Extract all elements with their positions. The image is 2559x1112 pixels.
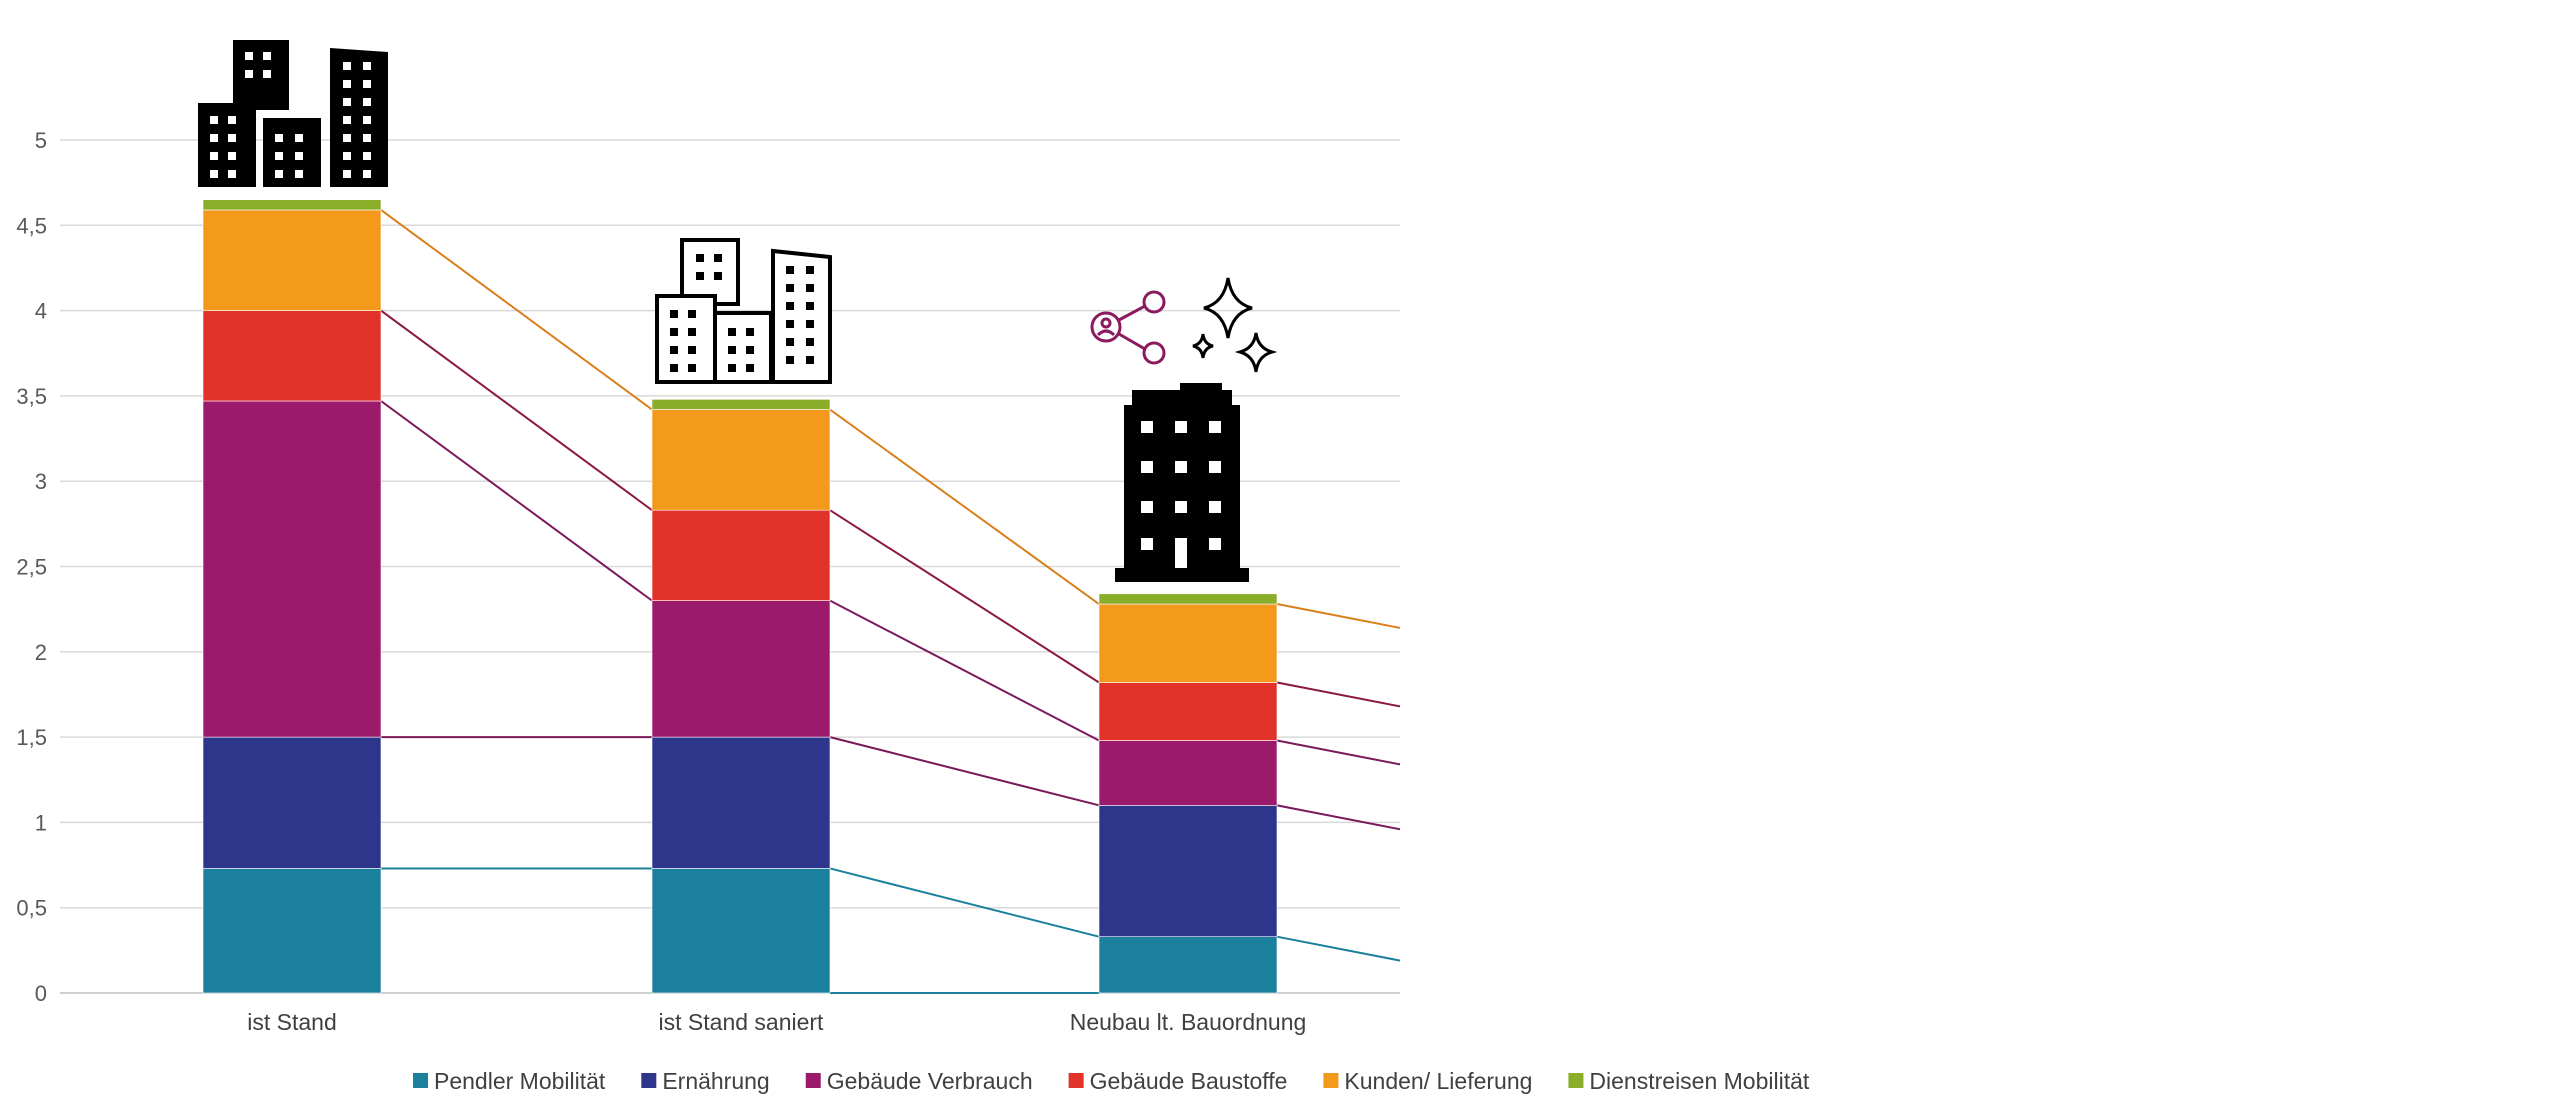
y-tick-label: 2 [35,640,47,665]
legend-item: Kunden/ Lieferung [1323,1068,1532,1094]
bar-segment [202,199,382,211]
connector-line [380,400,653,602]
legend-item: Pendler Mobilität [413,1068,606,1094]
y-tick-label: 2,5 [16,555,47,580]
y-tick-label: 3 [35,469,47,494]
legend-item: Dienstreisen Mobilität [1568,1068,1810,1094]
bar-segment [651,868,831,994]
legend-label: Dienstreisen Mobilität [1589,1068,1809,1094]
bar-segment [1098,805,1278,938]
legend-swatch [413,1073,428,1088]
new-building-icon [1115,383,1249,582]
y-tick-label: 5 [35,128,47,153]
legend-swatch [1568,1073,1584,1088]
bar-segment [202,209,382,311]
legend-label: Ernährung [662,1068,769,1094]
legend: Pendler Mobilität Ernährung Gebäude Verbra… [413,1068,1810,1094]
sparkle-icon [1192,277,1278,373]
y-tick-label: 4 [35,299,47,324]
connector-line [1276,681,1401,708]
buildings-solid-icon [198,40,388,187]
connector-line [1276,739,1401,766]
bar-segment [651,600,831,738]
legend-swatch [1068,1073,1084,1088]
network-user-icon [1090,290,1166,365]
y-tick-label: 1 [35,810,47,835]
bar-segment [1098,593,1278,605]
y-tick-label: 3,5 [16,384,47,409]
legend-swatch [641,1073,657,1088]
connector-lines [380,209,1401,994]
buildings-outline-icon [655,238,832,384]
y-tick-label: 0,5 [16,896,47,921]
bar-segment [1098,603,1278,683]
category-label: Neubau lt. Bauordnung [1070,1009,1307,1035]
legend-swatch [1323,1073,1339,1088]
legend-swatch [805,1073,821,1088]
bar-segment [1098,936,1278,994]
y-tick-label: 1,5 [16,725,47,750]
connector-line [1276,935,1401,962]
connector-line [829,736,1100,807]
connector-line [829,509,1100,684]
bar-segment [651,409,831,511]
y-tick-label: 0 [35,981,47,1006]
bar-segment [651,509,831,601]
bars [202,199,1278,994]
bar-segment [651,736,831,869]
category-label: ist Stand [247,1009,337,1035]
legend-label: Kunden/ Lieferung [1344,1068,1532,1094]
legend-label: Pendler Mobilität [434,1068,606,1094]
y-axis-ticks: 0 0,5 1 1,5 2 2,5 3 3,5 4 4,5 5 [16,128,47,1006]
connector-line [380,309,653,512]
bar-segment [1098,740,1278,806]
bar-segment [1098,682,1278,741]
connector-line [1276,603,1401,629]
bar-segment [651,399,831,410]
bar-segment [202,310,382,402]
x-axis-labels: ist Stand ist Stand saniert Neubau lt. Bau… [247,1009,1306,1035]
connector-line [1276,804,1401,831]
legend-label: Gebäude Verbrauch [827,1068,1033,1094]
building-icons [198,40,1278,582]
y-tick-label: 4,5 [16,213,47,238]
legend-label: Gebäude Baustoffe [1090,1068,1288,1094]
legend-item: Gebäude Verbrauch [805,1068,1033,1094]
bar-segment [202,868,382,994]
connector-line [380,209,653,411]
category-label: ist Stand saniert [659,1009,825,1035]
bar-segment [202,400,382,738]
legend-item: Gebäude Baustoffe [1068,1068,1288,1094]
legend-item: Ernährung [641,1068,770,1094]
connector-line [829,599,1100,742]
bar-segment [202,736,382,869]
connector-line [829,867,1100,938]
connector-line [829,408,1100,605]
